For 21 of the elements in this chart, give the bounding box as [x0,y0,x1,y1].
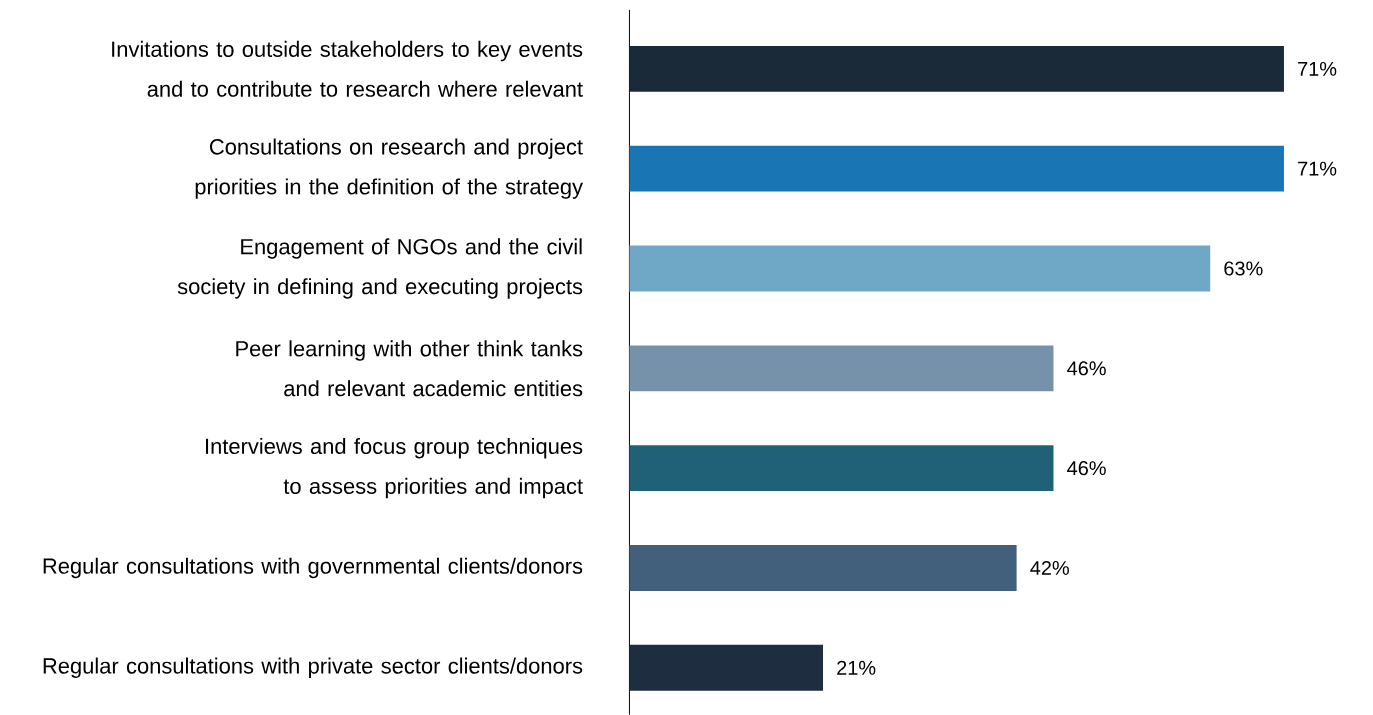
data-label: 21% [837,660,876,675]
data-label: 42% [1030,560,1069,575]
data-label: 46% [1067,461,1106,476]
bar [629,644,824,691]
y-tick-label: Engagement of NGOs and the civil society in defining and executing projects [177,238,583,299]
data-label: 46% [1067,361,1106,376]
bar [629,544,1017,591]
data-label: 71% [1298,161,1337,176]
y-tick-label: Consultations on research and project priorities in the definition of the strategy [195,138,583,199]
y-tick-label: Regular consultations with governmental clients/donors [43,557,583,579]
data-label: 71% [1298,61,1337,76]
y-tick-label: Regular consultations with private sector clients/donors [43,657,583,678]
bar [629,145,1284,192]
y-tick-label: Interviews and focus group techniques to assess priorities and impact [206,437,583,499]
bar [629,45,1284,92]
y-tick-label: Invitations to outside stakeholders to key events and to contribute to research where relevant [112,40,583,97]
y-tick-label: Peer learning with other think tanks and relevant academic entities [236,340,583,397]
bar [629,445,1054,491]
bar [629,245,1211,292]
bar [629,345,1054,392]
data-label: 63% [1224,261,1263,276]
